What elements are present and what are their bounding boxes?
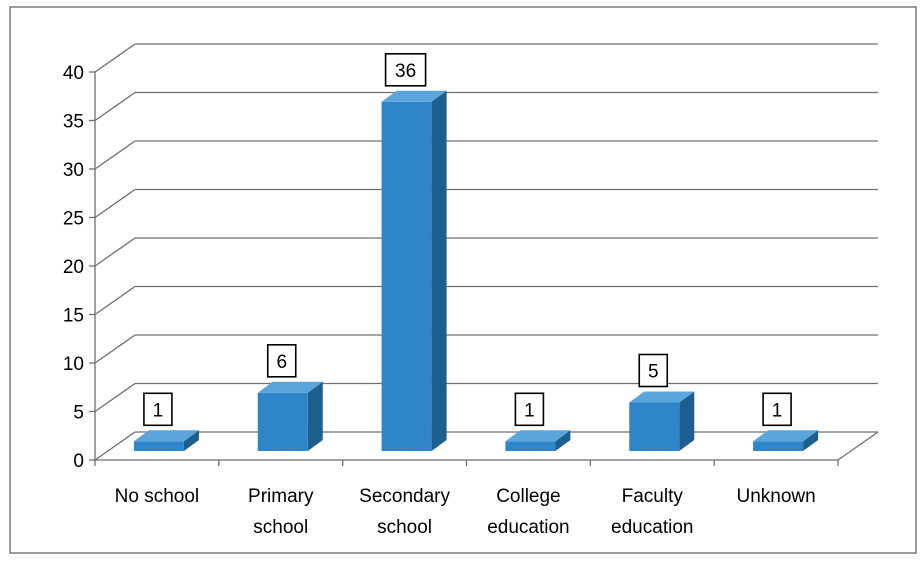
data-label: 5 [648, 362, 659, 383]
bar-top [381, 90, 447, 102]
bar-side [183, 430, 199, 451]
data-label: 1 [772, 400, 783, 421]
bar-side [679, 391, 695, 451]
bar-side [307, 381, 323, 451]
bar-top [133, 430, 199, 442]
x-category-label: school [253, 517, 308, 538]
gridline-side [94, 43, 136, 73]
bar-top [505, 430, 571, 442]
y-tick-label: 30 [63, 160, 84, 181]
y-tick-label: 5 [73, 403, 84, 424]
data-label: 36 [395, 61, 416, 82]
gridline-side [94, 431, 136, 461]
chart-border [9, 6, 917, 554]
x-category-label: No school [115, 486, 200, 507]
x-category-label: school [377, 517, 432, 538]
y-tick-label: 0 [73, 451, 84, 472]
y-tick-label: 10 [63, 354, 84, 375]
bar [381, 101, 432, 452]
x-category-label: education [487, 517, 569, 538]
bar-side [431, 90, 447, 452]
data-label-box [266, 343, 297, 378]
bar-top [257, 381, 323, 393]
bar-side [803, 430, 819, 451]
y-tick-label: 15 [63, 306, 84, 327]
x-category-label: Faculty [622, 486, 684, 507]
gridline-side [94, 285, 136, 316]
data-label-box [638, 353, 669, 388]
x-category-label: College [496, 486, 560, 507]
data-label-box [514, 392, 545, 427]
gridline-side [94, 382, 136, 413]
x-category-label: education [611, 517, 693, 538]
y-tick-label: 25 [63, 209, 84, 230]
bar-top [753, 430, 819, 442]
data-label: 6 [276, 352, 287, 373]
y-tick-label: 35 [63, 112, 84, 133]
x-category-label: Unknown [736, 486, 815, 507]
gridline-side [94, 334, 136, 364]
data-label-box [143, 392, 173, 427]
data-label-box [762, 392, 792, 427]
gridline-side [94, 140, 136, 170]
bar-side [555, 430, 571, 451]
bar [133, 441, 184, 451]
y-tick-label: 20 [63, 257, 84, 278]
x-category-label: Secondary [359, 486, 450, 507]
bar [505, 441, 556, 451]
data-label: 1 [524, 400, 535, 421]
bar [257, 392, 308, 451]
data-label: 1 [153, 400, 164, 421]
data-label-box [384, 52, 427, 87]
bar [753, 441, 804, 451]
bar-top [629, 391, 695, 403]
y-tick-label: 40 [63, 63, 84, 84]
gridline-side [94, 91, 136, 122]
x-category-label: Primary [248, 486, 314, 507]
gridline-side [94, 237, 136, 267]
gridline-side [94, 188, 136, 219]
bar [629, 402, 680, 451]
